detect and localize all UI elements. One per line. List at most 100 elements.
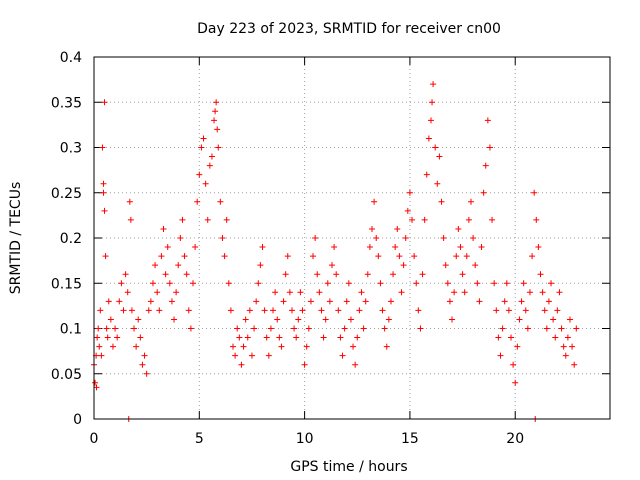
data-point: [409, 216, 416, 223]
data-point: [255, 280, 262, 287]
data-point: [305, 325, 312, 332]
data-point: [312, 235, 319, 241]
data-point: [137, 334, 144, 341]
data-point: [236, 334, 243, 341]
x-axis-label: GPS time / hours: [290, 459, 407, 475]
data-point: [526, 289, 533, 296]
data-point: [486, 144, 493, 151]
data-point: [537, 271, 544, 278]
data-point: [341, 325, 348, 332]
data-point: [267, 325, 274, 332]
data-point: [472, 262, 479, 269]
data-point: [558, 325, 565, 332]
data-point: [449, 316, 456, 323]
data-point: [518, 298, 525, 305]
data-point: [335, 307, 342, 314]
y-tick-label: 0.35: [51, 95, 82, 111]
data-point: [162, 271, 169, 278]
data-point: [531, 189, 538, 196]
data-point: [288, 307, 295, 314]
data-point: [93, 384, 100, 391]
data-point: [457, 244, 464, 251]
data-point: [189, 280, 196, 287]
data-point: [196, 171, 203, 178]
data-point: [99, 144, 106, 151]
y-tick-label: 0: [73, 412, 82, 428]
data-point: [467, 198, 474, 205]
data-point: [425, 135, 432, 142]
data-point: [356, 307, 363, 314]
data-point: [548, 280, 555, 287]
data-point: [314, 271, 321, 278]
data-point: [213, 99, 220, 106]
data-point: [96, 343, 103, 350]
data-point: [265, 352, 272, 359]
data-point: [510, 361, 517, 368]
x-tick-label: 5: [195, 431, 204, 447]
data-point: [375, 253, 382, 260]
data-point: [301, 361, 308, 368]
data-point: [501, 298, 508, 305]
data-point: [516, 316, 523, 323]
data-point: [347, 316, 354, 323]
data-point: [535, 244, 542, 251]
data-point: [350, 343, 357, 350]
data-point: [318, 307, 325, 314]
data-point: [343, 298, 350, 305]
data-point: [297, 289, 304, 296]
data-point: [520, 280, 527, 287]
data-point: [522, 307, 529, 314]
data-point: [276, 334, 283, 341]
data-point: [491, 280, 498, 287]
data-point: [183, 271, 190, 278]
data-point: [225, 280, 232, 287]
data-point: [545, 298, 552, 305]
data-point: [200, 135, 207, 142]
data-point: [560, 343, 567, 350]
data-point: [390, 271, 397, 278]
data-point: [122, 271, 129, 278]
data-point: [219, 235, 226, 241]
data-point: [114, 334, 121, 341]
data-point: [413, 280, 420, 287]
data-point: [149, 280, 156, 287]
data-point: [489, 216, 496, 223]
x-tick-label: 0: [90, 431, 99, 447]
data-point: [94, 334, 101, 341]
data-point: [432, 144, 439, 151]
data-point: [251, 325, 258, 332]
data-point: [175, 262, 182, 269]
data-point: [362, 298, 369, 305]
data-point: [411, 253, 418, 260]
data-point: [179, 216, 186, 223]
data-point: [566, 316, 573, 323]
data-point: [303, 343, 310, 350]
data-point: [333, 271, 340, 278]
data-point: [436, 153, 443, 160]
data-point: [293, 334, 300, 341]
data-point: [234, 325, 241, 332]
data-points: [91, 81, 580, 422]
data-point: [286, 289, 293, 296]
data-point: [383, 343, 390, 350]
data-point: [569, 343, 576, 350]
data-point: [97, 307, 104, 314]
data-point: [158, 253, 165, 260]
data-point: [116, 298, 123, 305]
data-point: [476, 298, 483, 305]
data-point: [211, 117, 218, 124]
chart-title: Day 223 of 2023, SRMTID for receiver cn0…: [197, 21, 501, 37]
data-point: [484, 117, 491, 124]
data-point: [470, 235, 477, 241]
data-point: [217, 198, 224, 205]
data-point: [512, 379, 519, 386]
y-tick-label: 0.4: [60, 50, 82, 66]
data-point: [139, 361, 146, 368]
data-point: [505, 307, 512, 314]
data-point: [284, 253, 291, 260]
data-point: [307, 298, 314, 305]
grid-lines: [94, 57, 610, 419]
data-point: [187, 325, 194, 332]
data-point: [423, 171, 430, 178]
data-point: [324, 280, 331, 287]
